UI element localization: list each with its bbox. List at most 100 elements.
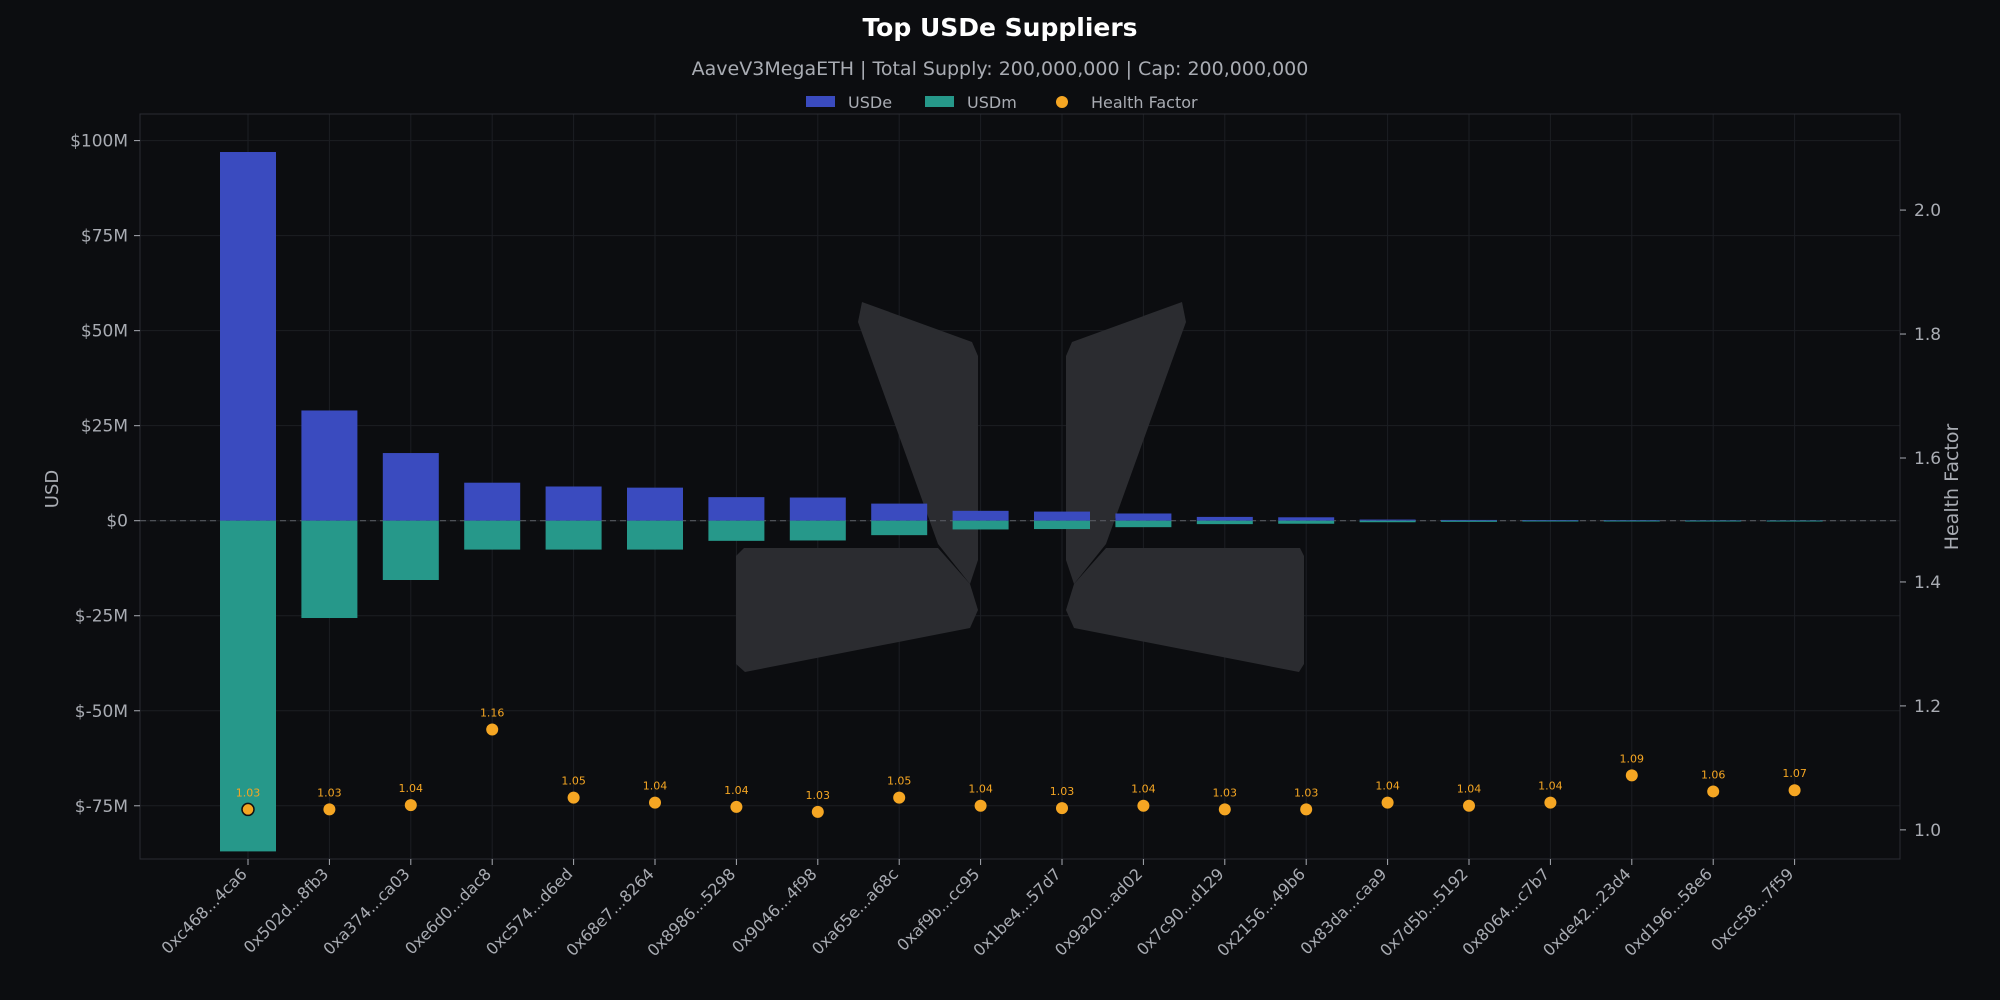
y-axis-label: USD: [42, 470, 63, 508]
y2-tick-label: 1.6: [1914, 449, 1941, 469]
legend-marker-health-factor: [1056, 96, 1068, 108]
health-factor-label: 1.09: [1620, 752, 1645, 765]
x-tick-label: 0x8064...c7b7: [1459, 864, 1554, 959]
health-factor-label: 1.05: [887, 775, 912, 788]
bar-usde: [301, 410, 358, 521]
health-factor-point: [649, 796, 661, 809]
health-factor-point: [974, 799, 987, 812]
y-tick-label: $25M: [81, 417, 128, 437]
bar-usdm: [1034, 520, 1090, 530]
health-factor-point: [811, 805, 824, 818]
health-factor-label: 1.03: [1213, 786, 1238, 799]
health-factor-label: 1.04: [643, 780, 668, 793]
plot-area-frame: [139, 113, 1901, 860]
bar-usde: [1603, 520, 1660, 522]
health-factor-label: 1.04: [1131, 783, 1156, 796]
y2-tick-label: 1.2: [1914, 697, 1941, 717]
x-tick-label: 0x2156...49b6: [1213, 864, 1309, 960]
x-tick-label: 0x83da...caa9: [1297, 864, 1391, 958]
health-factor-label: 1.03: [806, 789, 831, 802]
x-tick-label: 0x502d...8fb3: [240, 864, 332, 956]
bar-usde: [708, 497, 765, 521]
bar-usde: [220, 152, 276, 521]
x-tick-label: 0xcc58...7f59: [1707, 864, 1797, 954]
y2-tick-label: 1.8: [1914, 325, 1941, 345]
health-factor-label: 1.06: [1701, 768, 1726, 781]
bar-usde: [1196, 516, 1253, 521]
legend-label-usde: USDe: [848, 93, 892, 112]
health-factor-point: [1137, 799, 1150, 812]
bar-usdm: [1685, 520, 1742, 522]
bar-usde: [871, 503, 928, 521]
bar-usdm: [1196, 520, 1253, 525]
x-tick-label: 0x7c90...d129: [1133, 864, 1228, 959]
health-factor-point: [1788, 784, 1801, 797]
series-usdm-bars: [220, 520, 1823, 852]
bar-usdm: [1603, 520, 1660, 522]
x-tick-label: 0xe6d0...dac8: [401, 864, 495, 958]
legend-label-usdm: USDm: [967, 93, 1017, 112]
y-tick-label: $0: [106, 512, 128, 532]
x-tick-label: 0xc468...4ca6: [158, 864, 251, 957]
chart-subtitle: AaveV3MegaETH | Total Supply: 200,000,00…: [692, 58, 1309, 80]
bar-usdm: [871, 520, 928, 536]
health-factor-point: [1463, 799, 1475, 812]
health-factor-point: [486, 723, 499, 736]
y2-axis-label: Health Factor: [1941, 424, 1963, 551]
y2-tick-label: 1.4: [1914, 573, 1941, 593]
health-factor-point: [1707, 785, 1720, 798]
bar-usdm: [382, 520, 439, 581]
health-factor-label: 1.03: [1294, 786, 1319, 799]
legend-swatch-usde: [806, 96, 835, 107]
series-health-factor-points: [241, 723, 1801, 818]
bar-usdm: [708, 520, 765, 541]
health-factor-label: 1.03: [236, 786, 261, 799]
bar-usdm: [301, 520, 358, 619]
health-factor-label: 1.04: [724, 784, 749, 797]
health-factor-label: 1.04: [399, 782, 424, 795]
bar-usde: [627, 487, 683, 521]
health-factor-label: 1.04: [1538, 780, 1563, 793]
health-factor-point: [567, 791, 580, 804]
y-tick-label: $50M: [81, 322, 128, 342]
bar-usde: [545, 486, 602, 521]
legend: USDe USDm Health Factor: [806, 93, 1198, 112]
health-factor-point: [1625, 769, 1638, 782]
legend-swatch-usdm: [925, 96, 954, 107]
bar-usdm: [1522, 520, 1579, 522]
x-tick-label: 0xd196...58e6: [1621, 864, 1716, 959]
chart-title: Top USDe Suppliers: [862, 13, 1137, 42]
x-tick-label: 0x8986...5298: [644, 864, 740, 960]
health-factor-label: 1.07: [1782, 767, 1807, 780]
bar-usde: [1441, 519, 1497, 521]
health-factor-point: [730, 800, 743, 813]
health-factor-point: [1544, 796, 1557, 809]
bar-usdm: [1359, 520, 1416, 523]
bar-usdm: [952, 520, 1009, 530]
bar-usdm: [464, 520, 521, 550]
health-factor-label: 1.03: [1050, 785, 1075, 798]
bar-usde: [952, 510, 1009, 521]
health-factor-point: [1056, 802, 1068, 815]
y-axis-right: 2.0 1.8 1.6 1.4 1.2 1.0: [1900, 201, 1941, 841]
y-tick-label: $100M: [70, 132, 128, 152]
bar-usde: [1522, 520, 1579, 521]
x-tick-label: 0xc574...d6ed: [482, 864, 576, 958]
health-factor-point: [404, 799, 417, 812]
megaeth-watermark-icon: [736, 302, 1304, 672]
y-tick-label: $-25M: [75, 607, 128, 627]
bar-usde: [1034, 511, 1090, 521]
x-tick-label: 0xa374...ca03: [319, 864, 413, 958]
x-tick-label: 0x9046...4f98: [728, 864, 820, 956]
health-factor-label: 1.16: [480, 706, 505, 719]
legend-label-health-factor: Health Factor: [1091, 93, 1198, 112]
health-factor-point: [323, 803, 336, 816]
health-factor-label: 1.04: [968, 783, 993, 796]
health-factor-point: [1381, 796, 1394, 809]
health-factor-label: 1.04: [1375, 780, 1400, 793]
y-tick-label: $75M: [81, 227, 128, 247]
bar-usdm: [220, 520, 276, 852]
health-factor-point: [241, 802, 255, 817]
x-tick-label: 0xaf9b...cc95: [893, 864, 983, 954]
health-factor-label: 1.03: [317, 786, 342, 799]
